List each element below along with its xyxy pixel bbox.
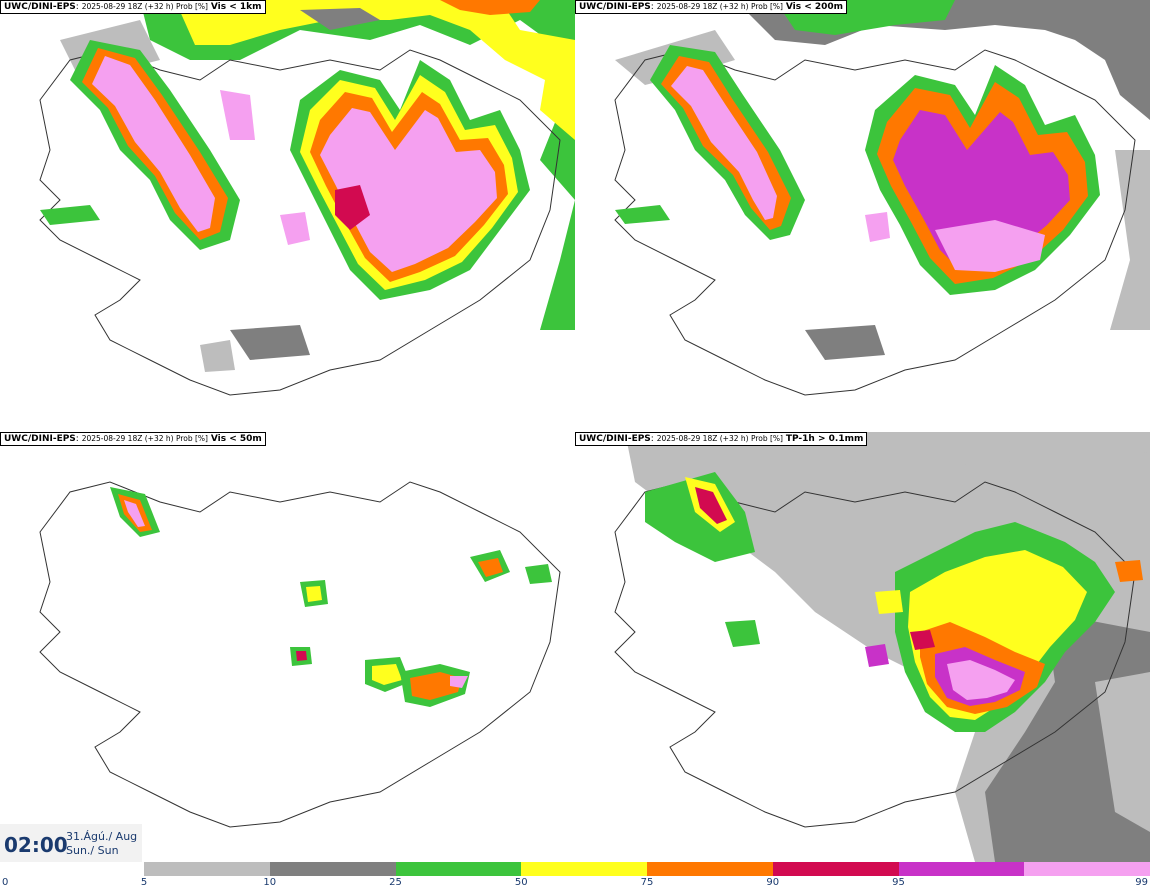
land-outline (614, 49, 1136, 396)
panel-title: UWC/DINI-EPS: 2025-08-29 18Z (+32 h) Pro… (0, 432, 266, 446)
valid-date-line1: 31.Ágú./ Aug (66, 830, 138, 843)
colorbar-segment (1024, 862, 1150, 876)
fog-probability-field (40, 40, 530, 372)
colorbar-segment (144, 862, 270, 876)
run-info: 2025-08-29 18Z (+32 h) Prob [%] (81, 434, 208, 443)
panel-title: UWC/DINI-EPS: 2025-08-29 18Z (+32 h) Pro… (0, 0, 266, 14)
panel-title: UWC/DINI-EPS: 2025-08-29 18Z (+32 h) Pro… (575, 0, 848, 14)
map-panel-precip: UWC/DINI-EPS: 2025-08-29 18Z (+32 h) Pro… (575, 432, 1150, 862)
land-outline (614, 481, 1136, 828)
colorbar-segment (269, 862, 396, 876)
panel-title: UWC/DINI-EPS: 2025-08-29 18Z (+32 h) Pro… (575, 432, 868, 446)
colorbar-tick-label: 0 (2, 877, 9, 888)
fog-probability-field (110, 487, 552, 707)
run-info: 2025-08-29 18Z (+32 h) Prob [%] (656, 434, 783, 443)
colorbar-tick-label: 50 (514, 877, 528, 888)
colorbar-segment (395, 862, 522, 876)
map-panel-vis-1km: UWC/DINI-EPS: 2025-08-29 18Z (+32 h) Pro… (0, 0, 575, 430)
model-name: UWC/DINI-EPS (579, 434, 651, 444)
valid-time-box: 02:00 31.Ágú./ Aug Sun./ Sun (0, 824, 142, 862)
colorbar-tick-label: 75 (640, 877, 654, 888)
variable-name: TP-1h > 0.1mm (785, 434, 864, 444)
land-outline (39, 49, 561, 396)
model-name: UWC/DINI-EPS (4, 2, 76, 12)
run-info: 2025-08-29 18Z (+32 h) Prob [%] (81, 2, 208, 11)
colorbar-tick-label: 5 (140, 877, 148, 888)
colorbar (144, 862, 1150, 876)
colorbar-segment (647, 862, 773, 876)
map-panel-vis-200m: UWC/DINI-EPS: 2025-08-29 18Z (+32 h) Pro… (575, 0, 1150, 430)
colorbar-tick-label: 10 (263, 877, 277, 888)
run-info: 2025-08-29 18Z (+32 h) Prob [%] (656, 2, 783, 11)
colorbar-ticks: 0 5 10 25 50 75 90 95 99 (0, 877, 1150, 891)
map-precip-1h (614, 432, 1150, 862)
colorbar-tick-label: 95 (892, 877, 905, 888)
map-vis-1km (39, 0, 575, 396)
valid-time-clock: 02:00 (4, 833, 68, 857)
land-outline (39, 481, 561, 828)
colorbar-segment (521, 862, 647, 876)
map-vis-50m (39, 481, 561, 828)
valid-time-date: 31.Ágú./ Aug Sun./ Sun (66, 830, 137, 858)
colorbar-segment (772, 862, 899, 876)
fog-probability-field (615, 45, 1100, 360)
model-name: UWC/DINI-EPS (4, 434, 76, 444)
variable-name: Vis < 1km (210, 2, 262, 12)
variable-name: Vis < 50m (210, 434, 262, 444)
map-panel-vis-50m: UWC/DINI-EPS: 2025-08-29 18Z (+32 h) Pro… (0, 432, 575, 862)
precip-probability-field (645, 472, 1143, 732)
colorbar-tick-label: 90 (766, 877, 780, 888)
variable-name: Vis < 200m (785, 2, 844, 12)
map-vis-200m (614, 0, 1150, 396)
valid-date-line2: Sun./ Sun (66, 844, 119, 857)
model-name: UWC/DINI-EPS (579, 2, 651, 12)
colorbar-segment (898, 862, 1025, 876)
colorbar-tick-label: 99 (1135, 877, 1148, 888)
colorbar-tick-label: 25 (389, 877, 402, 888)
